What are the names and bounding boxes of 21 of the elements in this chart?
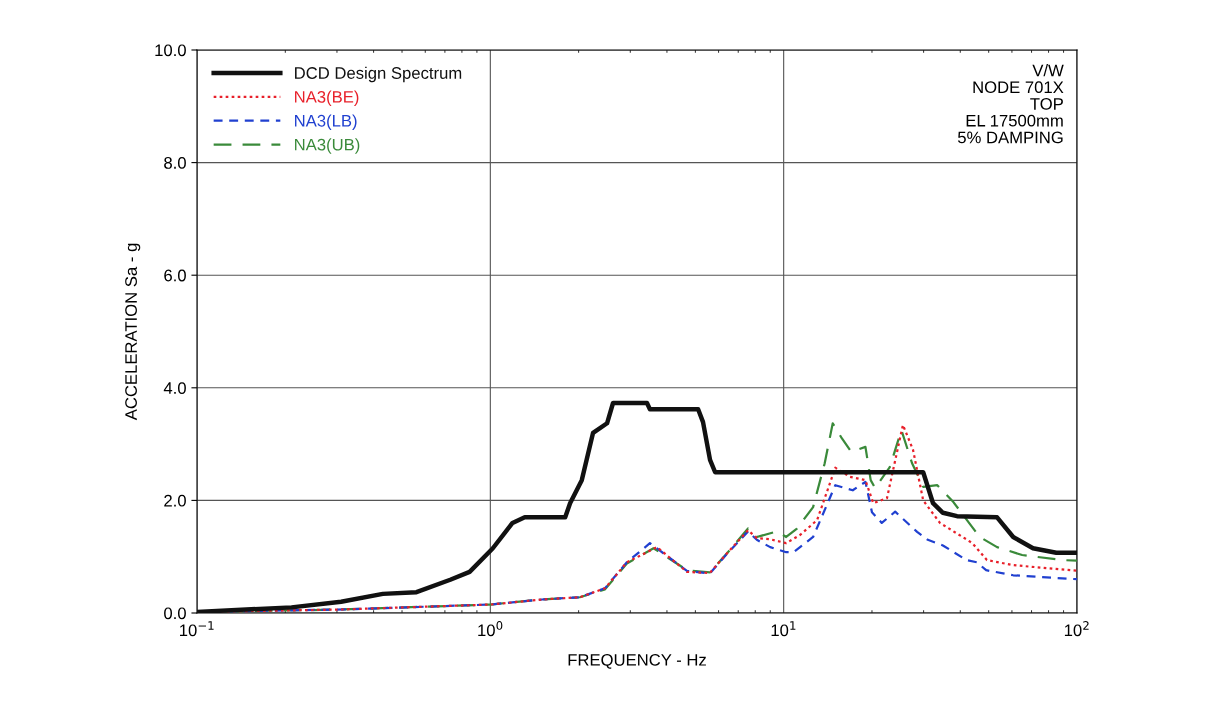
y-tick-label: 6.0 xyxy=(164,269,186,282)
legend-label: NA3(UB) xyxy=(295,138,360,154)
x-tick-label: 10$^{0}$ xyxy=(478,621,503,637)
x-tick-label: 10$^{1}$ xyxy=(771,621,796,637)
annotation: 5% DAMPING xyxy=(957,131,1063,144)
legend-label: DCD Design Spectrum xyxy=(295,66,462,83)
legend-label: NA3(BE) xyxy=(295,90,359,107)
x-tick-label: 10$^{−1}$ xyxy=(180,621,214,637)
y-tick-label: 4.0 xyxy=(163,382,186,394)
y-tick-label: 10.0 xyxy=(155,44,186,57)
y-tick-label: 2.0 xyxy=(164,494,186,507)
annotation: TOP xyxy=(1030,98,1063,110)
annotation: V/W xyxy=(1032,64,1064,77)
y-axis-title: ACCELERATION Sa - g xyxy=(125,243,141,421)
annotation: EL 17500mm xyxy=(966,114,1063,127)
annotation: NODE 701X xyxy=(973,81,1064,94)
legend-label: NA3(LB) xyxy=(295,114,357,130)
x-tick-label: 10$^{2}$ xyxy=(1064,621,1089,637)
x-axis-title: FREQUENCY - Hz xyxy=(568,653,706,669)
y-tick-label: 8.0 xyxy=(164,157,186,169)
y-tick-label: 0.0 xyxy=(164,607,186,620)
